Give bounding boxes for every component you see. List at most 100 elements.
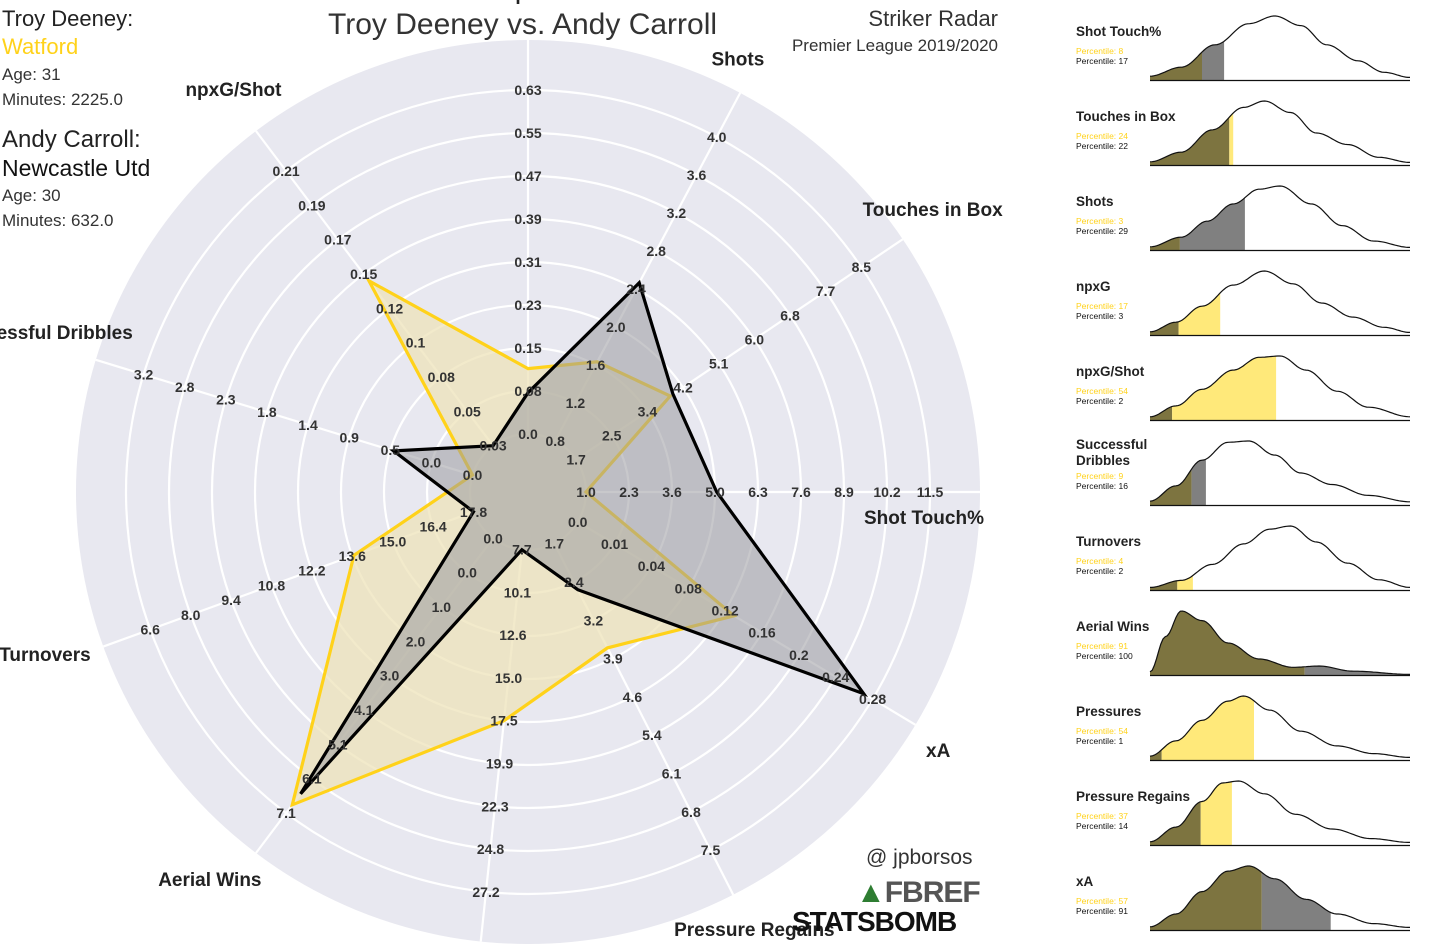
player1-name: Troy Deeney: — [2, 6, 134, 31]
radar-tick-label: 0.08 — [428, 369, 455, 385]
radar-tick-label: 3.9 — [603, 651, 623, 667]
radar-tick-label: 0.19 — [298, 197, 325, 213]
radar-tick-label: 5.4 — [642, 727, 662, 743]
radar-axis-label: Pressure Regains — [674, 920, 835, 941]
radar-axis-label: Shot Touch% — [864, 508, 984, 529]
radar-tick-label: 0.8 — [545, 433, 565, 449]
radar-tick-label: 3.6 — [687, 167, 707, 183]
radar-tick-label: 9.4 — [221, 592, 241, 608]
radar-tick-label: 6.3 — [748, 484, 768, 500]
density-curve — [1149, 15, 1410, 78]
radar-tick-label: 1.0 — [432, 599, 452, 615]
density-carroll-percentile: Percentile: 91 — [1076, 906, 1128, 916]
radar-tick-label: 7.6 — [791, 484, 811, 500]
radar-tick-label: 2.5 — [602, 428, 622, 444]
density-deeney-percentile: Percentile: 4 — [1076, 556, 1124, 566]
density-deeney-percentile: Percentile: 91 — [1076, 641, 1128, 651]
radar-tick-label: 7.5 — [701, 842, 721, 858]
radar-axis-label: Successful Dribbles — [0, 323, 133, 344]
density-carroll-percentile: Percentile: 3 — [1076, 311, 1124, 321]
chart-title: Troy Deeney vs. Andy Carroll — [328, 8, 718, 41]
density-deeney-percentile: Percentile: 17 — [1076, 301, 1128, 311]
radar-tick-label: 0.0 — [483, 530, 503, 546]
radar-axis-label: Shots — [712, 50, 765, 71]
radar-tick-label: 0.08 — [675, 580, 702, 596]
radar-tick-label: 0.0 — [457, 565, 477, 581]
radar-tick-label: 10.2 — [873, 484, 900, 500]
radar-tick-label: 2.4 — [564, 574, 584, 590]
density-panel-title: Shots — [1076, 194, 1114, 209]
radar-tick-label: 0.31 — [514, 254, 541, 270]
density-panel-title: Pressure Regains — [1076, 789, 1190, 804]
radar-tick-label: 6.1 — [302, 771, 322, 787]
radar-tick-label: 6.1 — [662, 766, 682, 782]
radar-axis-label: xA — [926, 741, 951, 762]
radar-tick-label: 10.1 — [504, 584, 531, 600]
radar-tick-label: 8.0 — [181, 607, 201, 623]
radar-tick-label: 0.21 — [272, 163, 299, 179]
radar-tick-label: 0.0 — [518, 426, 538, 442]
density-curve — [1149, 185, 1410, 248]
radar-tick-label: 5.0 — [705, 484, 725, 500]
radar-tick-label: 0.0 — [422, 455, 442, 471]
density-panel: Touches in Box Percentile: 24Percentile: … — [1076, 100, 1410, 167]
radar-tick-label: 2.3 — [619, 484, 639, 500]
density-carroll-percentile: Percentile: 17 — [1076, 56, 1128, 66]
radar-tick-label: 6.6 — [140, 622, 160, 638]
radar-tick-label: 2.0 — [606, 319, 626, 335]
radar-tick-label: 27.2 — [472, 884, 499, 900]
radar-tick-label: 2.0 — [406, 633, 426, 649]
radar-tick-label: 0.5 — [381, 442, 401, 458]
radar-tick-label: 0.55 — [514, 125, 541, 141]
density-panel-title: Aerial Wins — [1076, 619, 1149, 634]
radar-tick-label: 0.23 — [514, 297, 541, 313]
density-carroll-percentile: Percentile: 16 — [1076, 481, 1128, 491]
radar-axis-label: Aerial Wins — [158, 870, 261, 891]
radar-tick-label: 16.4 — [419, 519, 446, 535]
competition-label: Premier League 2019/2020 — [791, 36, 998, 55]
radar-tick-label: 7.1 — [276, 805, 296, 821]
density-overlap-area — [1150, 237, 1180, 250]
radar-series-carroll — [299, 279, 869, 795]
radar-tick-label: 4.0 — [707, 129, 727, 145]
density-overlap-area — [1150, 611, 1305, 675]
radar-tick-label: 0.0 — [568, 514, 588, 530]
radar-axis-label: Touches in Box — [863, 200, 1003, 221]
density-curve — [1149, 695, 1410, 758]
radar-tick-label: 0.1 — [406, 335, 426, 351]
radar-tick-label: 5.1 — [328, 736, 348, 752]
radar-tick-label: 0.39 — [514, 211, 541, 227]
density-panel-title: Pressures — [1076, 704, 1141, 719]
radar-tick-label: 0.47 — [514, 168, 541, 184]
radar-tick-label: 4.1 — [354, 702, 374, 718]
density-deeney-area — [1229, 113, 1234, 165]
radar-tick-label: 4.6 — [623, 689, 643, 705]
radar-tick-label: 15.0 — [495, 670, 522, 686]
density-carroll-area — [1191, 459, 1206, 505]
density-panel-title: npxG — [1076, 279, 1111, 294]
radar-tick-label: 3.4 — [638, 404, 658, 420]
radar-tick-label: 1.7 — [566, 452, 586, 468]
author-handle: @ jpborsos — [866, 846, 973, 869]
density-panel-title: xA — [1076, 874, 1094, 889]
density-deeney-percentile: Percentile: 37 — [1076, 811, 1128, 821]
radar-axis-label: Turnovers — [0, 645, 91, 666]
player1-minutes: Minutes: 2225.0 — [2, 90, 123, 109]
density-panel-title: npxG/Shot — [1076, 364, 1145, 379]
radar-type-label: Striker Radar — [868, 6, 998, 31]
radar-tick-label: 3.6 — [662, 484, 682, 500]
radar-tick-label: 0.16 — [748, 625, 775, 641]
density-curve — [1149, 610, 1411, 675]
fbref-logo: ▲FBREF — [856, 876, 981, 910]
radar-tick-label: 19.9 — [486, 756, 513, 772]
radar-tick-label: 0.12 — [376, 300, 403, 316]
